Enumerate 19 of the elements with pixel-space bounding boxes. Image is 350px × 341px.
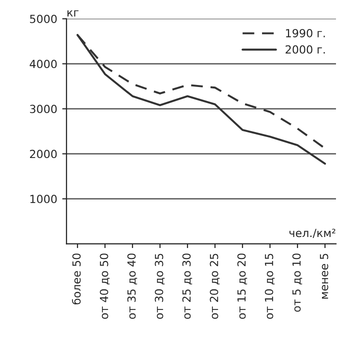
x-tick-label: от 40 до 50 <box>100 254 110 319</box>
x-tick-label: от 10 до 15 <box>264 254 275 319</box>
y-tick-label: 1000 <box>30 194 57 204</box>
x-tick-label: от 5 до 10 <box>292 254 302 312</box>
legend-label: 1990 г. <box>286 28 325 38</box>
x-tick-label: от 15 до 20 <box>237 254 248 319</box>
y-axis-title: кг <box>68 10 79 16</box>
y-tick-label: 2000 <box>30 150 57 158</box>
legend-label: 2000 г. <box>286 45 325 54</box>
x-tick-label: от 25 до 30 <box>182 254 192 319</box>
x-tick-label: от 30 до 35 <box>154 254 165 319</box>
x-tick-label: от 20 до 25 <box>210 254 220 319</box>
y-tick-label: 4000 <box>30 60 57 68</box>
x-tick-label: более 50 <box>72 254 81 304</box>
x-tick-label: от 35 до 40 <box>127 254 138 319</box>
x-tick-label: менее 5 <box>320 254 328 299</box>
y-tick-label: 3000 <box>30 104 57 114</box>
y-tick-label: 5000 <box>30 14 57 24</box>
x-axis-title: чел./км² <box>289 228 336 238</box>
